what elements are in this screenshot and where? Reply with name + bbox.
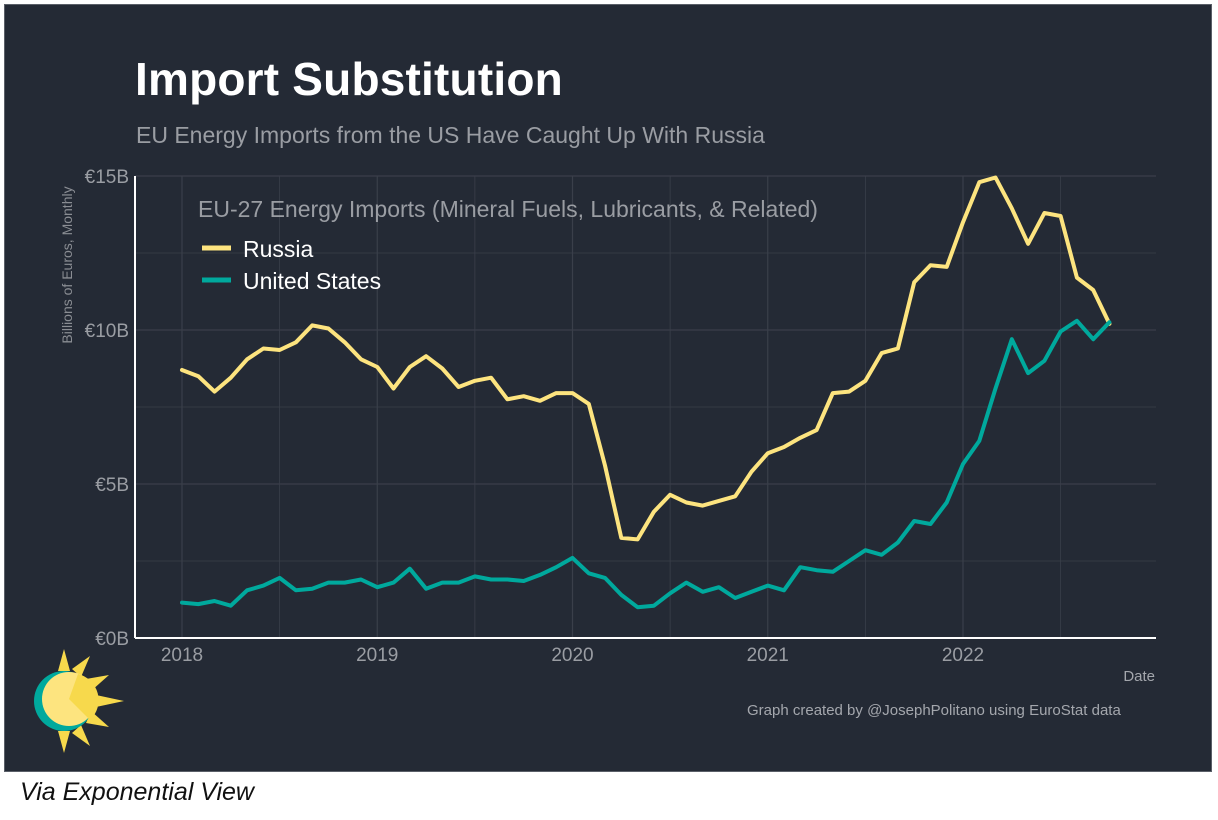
series-line-united-states <box>180 318 1112 610</box>
y-tick-labels: €0B €5B €10B €15B <box>85 167 129 650</box>
axes <box>134 176 1156 639</box>
x-tick-labels: 2018 2019 2020 2021 2022 <box>161 645 984 666</box>
legend-label-russia: Russia <box>243 236 314 262</box>
series-lines <box>180 175 1112 610</box>
y-tick-label: €15B <box>85 167 129 188</box>
x-tick-label: 2022 <box>942 645 984 666</box>
y-tick-label: €10B <box>85 321 129 342</box>
footer-credit: Via Exponential View <box>20 778 254 806</box>
series-line-russia <box>180 175 1112 542</box>
legend: EU-27 Energy Imports (Mineral Fuels, Lub… <box>198 196 818 294</box>
x-axis-label: Date <box>1123 668 1155 685</box>
chart-title: Import Substitution <box>135 53 563 105</box>
y-tick-label: €5B <box>95 475 129 496</box>
x-tick-label: 2018 <box>161 645 203 666</box>
y-tick-label: €0B <box>95 629 129 650</box>
source-caption: Graph created by @JosephPolitano using E… <box>747 702 1121 719</box>
legend-title: EU-27 Energy Imports (Mineral Fuels, Lub… <box>198 196 818 222</box>
x-tick-label: 2020 <box>551 645 593 666</box>
legend-label-united-states: United States <box>243 268 381 294</box>
y-axis-label: Billions of Euros, Monthly <box>59 186 75 343</box>
x-tick-label: 2021 <box>747 645 789 666</box>
sun-logo-icon <box>34 649 124 753</box>
chart-subtitle: EU Energy Imports from the US Have Caugh… <box>136 122 765 148</box>
chart-panel <box>4 4 1212 772</box>
x-tick-label: 2019 <box>356 645 398 666</box>
